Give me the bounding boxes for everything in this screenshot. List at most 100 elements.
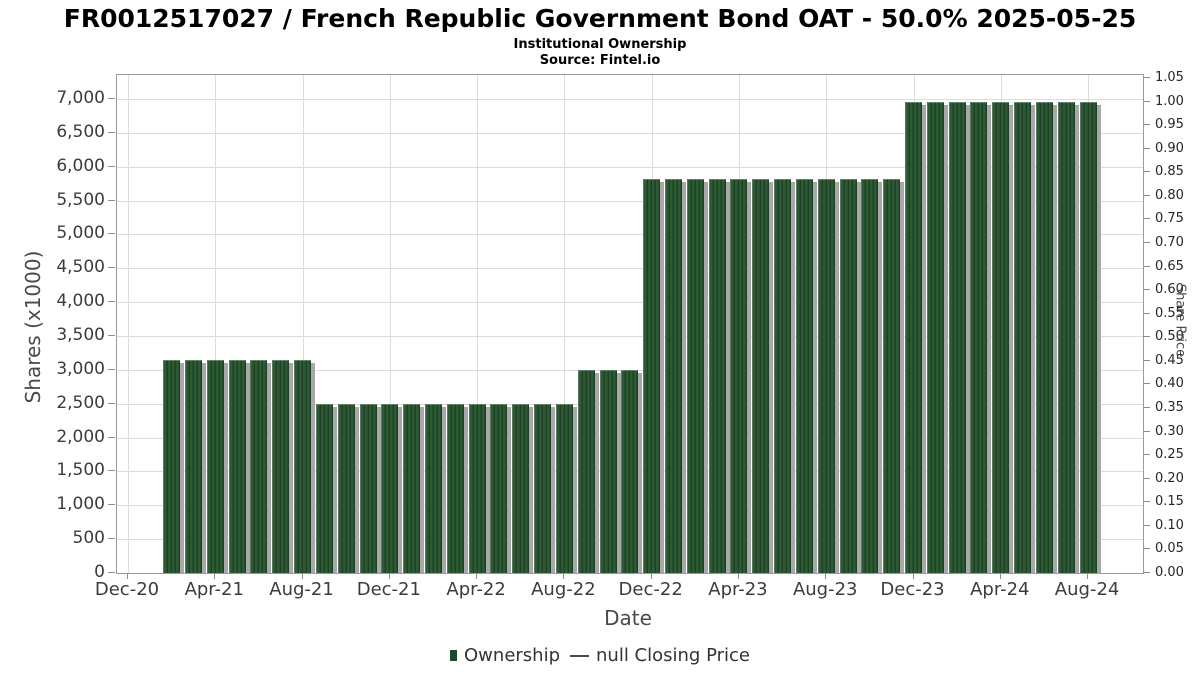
v-gridline bbox=[389, 75, 391, 573]
v-gridline bbox=[215, 75, 217, 573]
ownership-bar[interactable] bbox=[795, 178, 813, 573]
chart-source: Source: Fintel.io bbox=[539, 53, 661, 68]
x-axis-tick bbox=[388, 573, 390, 579]
y-axis-right-tick bbox=[1143, 100, 1150, 102]
x-axis-tick bbox=[825, 573, 827, 579]
ownership-bar[interactable] bbox=[1079, 101, 1097, 573]
h-gridline bbox=[117, 234, 1143, 236]
ownership-bar[interactable] bbox=[643, 178, 661, 573]
ownership-bar[interactable] bbox=[970, 101, 988, 573]
y-axis-right-label: 0.35 bbox=[1155, 400, 1184, 415]
ownership-bar[interactable] bbox=[665, 178, 682, 573]
ownership-bar[interactable] bbox=[752, 178, 770, 573]
x-axis-tick bbox=[912, 573, 914, 579]
legend-item-ownership[interactable]: Ownership bbox=[450, 645, 560, 666]
y-axis-right-tick bbox=[1143, 218, 1150, 220]
ownership-square-icon bbox=[450, 650, 458, 661]
ownership-bar[interactable] bbox=[905, 101, 923, 573]
ownership-bar[interactable] bbox=[599, 369, 617, 573]
legend-item-closing-price[interactable]: null Closing Price bbox=[570, 645, 750, 666]
ownership-bar[interactable] bbox=[359, 403, 377, 573]
legend-label-closing-price: null Closing Price bbox=[596, 645, 750, 666]
x-axis-label: Aug-22 bbox=[531, 579, 596, 600]
x-axis-label: Apr-24 bbox=[970, 579, 1030, 600]
y-axis-left-label: 6,000 bbox=[56, 155, 105, 176]
y-axis-right-tick bbox=[1143, 312, 1150, 314]
ownership-bar[interactable] bbox=[708, 178, 726, 573]
ownership-bar[interactable] bbox=[686, 178, 704, 573]
y-axis-left-tick bbox=[108, 470, 115, 472]
y-axis-left-label: 4,000 bbox=[56, 291, 105, 312]
ownership-bar[interactable] bbox=[774, 178, 792, 573]
y-axis-left-tick bbox=[108, 301, 115, 303]
y-axis-left-tick bbox=[108, 267, 115, 269]
ownership-bar[interactable] bbox=[403, 403, 421, 573]
ownership-bar[interactable] bbox=[948, 101, 966, 573]
y-axis-left-tick bbox=[108, 436, 115, 438]
ownership-bar[interactable] bbox=[163, 359, 181, 573]
ownership-bar[interactable] bbox=[926, 101, 944, 573]
ownership-bar[interactable] bbox=[512, 403, 530, 573]
y-axis-right-label: 0.60 bbox=[1155, 282, 1184, 298]
v-gridline bbox=[477, 75, 479, 573]
x-axis-title: Date bbox=[604, 606, 652, 630]
x-axis-label: Dec-20 bbox=[94, 579, 160, 600]
y-axis-right-label: 0.20 bbox=[1155, 470, 1184, 486]
plot-area bbox=[116, 74, 1144, 574]
ownership-bar[interactable] bbox=[446, 403, 464, 573]
y-axis-right-label: 0.75 bbox=[1155, 211, 1184, 227]
x-axis-tick bbox=[999, 573, 1001, 579]
ownership-bar[interactable] bbox=[381, 403, 399, 573]
y-axis-right-tick bbox=[1143, 77, 1150, 78]
y-axis-title-left: Shares (x1000) bbox=[21, 250, 45, 404]
h-gridline bbox=[117, 132, 1143, 134]
ownership-bar[interactable] bbox=[555, 403, 573, 573]
ownership-bar[interactable] bbox=[184, 359, 202, 573]
x-axis-tick bbox=[737, 573, 739, 579]
y-axis-left-label: 7,000 bbox=[56, 88, 105, 108]
ownership-bar[interactable] bbox=[621, 369, 639, 573]
ownership-bar[interactable] bbox=[883, 178, 901, 573]
y-axis-left-label: 5,000 bbox=[56, 223, 105, 244]
y-axis-right-tick bbox=[1143, 524, 1150, 526]
x-axis-tick bbox=[301, 573, 303, 579]
ownership-bar[interactable] bbox=[337, 403, 355, 573]
y-axis-right-label: 0.05 bbox=[1155, 541, 1184, 557]
y-axis-right-tick bbox=[1143, 242, 1150, 243]
ownership-bar[interactable] bbox=[861, 178, 879, 573]
h-gridline bbox=[117, 336, 1143, 337]
y-axis-right-tick bbox=[1143, 572, 1150, 573]
ownership-bar[interactable] bbox=[992, 101, 1010, 573]
ownership-bar[interactable] bbox=[315, 403, 333, 573]
ownership-bar[interactable] bbox=[534, 403, 552, 573]
x-axis-label: Aug-24 bbox=[1054, 579, 1120, 600]
ownership-bar[interactable] bbox=[817, 178, 835, 573]
y-axis-right-label: 0.85 bbox=[1155, 164, 1184, 180]
y-axis-right-tick bbox=[1143, 336, 1150, 338]
ownership-bar[interactable] bbox=[577, 369, 595, 573]
y-axis-left-label: 4,500 bbox=[56, 257, 105, 278]
ownership-bar[interactable] bbox=[1014, 101, 1032, 573]
ownership-bar[interactable] bbox=[1035, 101, 1053, 573]
ownership-bar[interactable] bbox=[468, 403, 486, 573]
h-gridline bbox=[117, 268, 1143, 270]
ownership-bar[interactable] bbox=[206, 359, 224, 573]
y-axis-right-tick bbox=[1143, 289, 1150, 291]
y-axis-right-tick bbox=[1143, 454, 1150, 456]
y-axis-right-label: 0.70 bbox=[1155, 235, 1184, 250]
v-gridline bbox=[564, 75, 566, 573]
ownership-bar[interactable] bbox=[490, 403, 508, 573]
x-axis-label: Apr-22 bbox=[446, 579, 506, 600]
y-axis-right-tick bbox=[1143, 383, 1150, 385]
ownership-bar[interactable] bbox=[730, 178, 748, 573]
ownership-bar[interactable] bbox=[250, 359, 268, 573]
y-axis-left-label: 2,500 bbox=[56, 392, 105, 413]
ownership-bar[interactable] bbox=[228, 359, 246, 573]
ownership-bar[interactable] bbox=[294, 359, 312, 573]
ownership-bar[interactable] bbox=[839, 178, 857, 573]
ownership-bar[interactable] bbox=[424, 403, 442, 573]
ownership-bar[interactable] bbox=[272, 359, 290, 573]
y-axis-left-label: 3,500 bbox=[56, 325, 105, 345]
ownership-bar[interactable] bbox=[1057, 101, 1075, 573]
y-axis-right-tick bbox=[1143, 171, 1150, 173]
